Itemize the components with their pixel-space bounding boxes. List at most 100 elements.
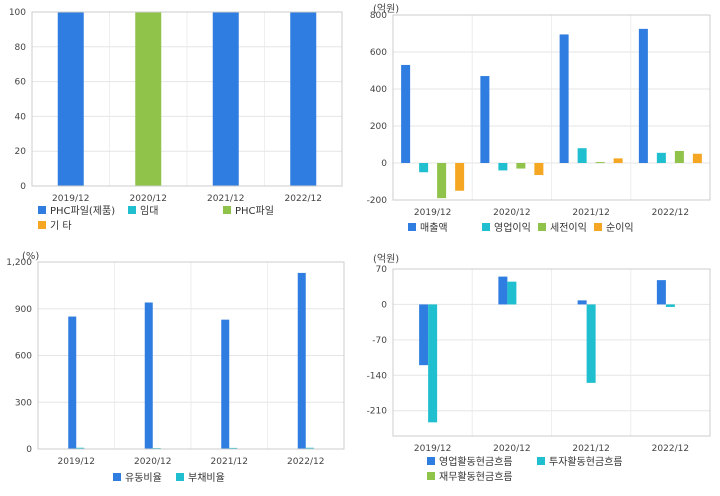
y-tick-label: 300 [15,398,32,408]
bar[interactable] [290,12,317,186]
legend-swatch [176,473,184,481]
y-tick-label: 0 [20,182,26,192]
chart-1: 0 20 40 60 80 100 2019/12 2020/12 2021/12 2022/12… [9,8,343,232]
bar[interactable] [559,34,569,163]
y-tick-label: -70 [372,336,387,346]
bar[interactable] [428,304,438,423]
y-tick-label: 80 [15,43,27,53]
bar[interactable] [498,276,508,305]
bar[interactable] [297,272,306,449]
y-tick-label: 70 [376,265,388,275]
bar[interactable] [613,158,623,163]
x-tick-label: 2021/12 [211,457,248,467]
bar[interactable] [692,153,702,163]
legend-label[interactable]: 임대 [140,204,158,217]
y-tick-label: 400 [370,85,387,95]
y-tick-label: 800 [370,11,387,21]
legend-label[interactable]: 매출액 [420,222,448,234]
bar[interactable] [221,319,230,449]
legend-label[interactable]: 영업활동현금흐름 [439,455,513,468]
unit-label: (억원) [373,3,399,15]
y-tick-label: 0 [381,159,387,169]
y-tick-label: -200 [367,196,388,206]
bar[interactable] [674,150,684,163]
bar[interactable] [229,447,238,449]
legend-swatch [38,206,46,214]
bar[interactable] [516,163,526,169]
bar[interactable] [665,304,675,307]
x-tick-label: 2021/12 [572,208,609,218]
bar[interactable] [507,281,517,305]
x-tick-label: 2019/12 [414,208,451,218]
bar[interactable] [577,300,587,305]
y-tick-label: -140 [367,371,388,381]
bar[interactable] [135,12,162,186]
bar[interactable] [419,304,429,366]
legend-label[interactable]: PHC파일 [235,205,274,217]
legend-label[interactable]: 재무활동현금흐름 [439,470,513,483]
legend-label[interactable]: 유동비율 [125,472,162,484]
unit-label: (억원) [373,253,399,265]
bar[interactable] [419,163,429,173]
bar[interactable] [57,12,84,186]
x-tick-label: 2020/12 [130,194,167,204]
bar[interactable] [586,304,596,383]
legend-swatch [594,223,602,231]
x-tick-label: 2020/12 [493,444,530,454]
unit-label: (%) [22,251,39,262]
bar[interactable] [305,447,314,449]
legend-swatch [128,206,136,214]
bar[interactable] [76,447,85,449]
chart-3: 0 300 600 900 1,200 2019/12 2020/12 2021/12 2022… [6,251,345,484]
y-tick-label: 1,200 [6,258,32,268]
x-tick-label: 2019/12 [52,194,89,204]
bar[interactable] [498,163,508,171]
bar[interactable] [68,316,77,449]
y-tick-label: 40 [15,112,27,122]
y-tick-label: 600 [370,48,387,58]
x-tick-label: 2022/12 [652,444,689,454]
plot-frame [37,261,345,450]
legend-swatch [408,223,416,231]
legend-label[interactable]: 기 타 [50,220,72,232]
y-tick-label: -210 [367,407,388,417]
bar[interactable] [480,76,490,163]
bar[interactable] [656,152,666,163]
bar[interactable] [144,302,153,449]
x-tick-label: 2019/12 [58,457,95,467]
x-tick-label: 2021/12 [207,194,244,204]
bar[interactable] [577,148,587,163]
legend-swatch [223,206,231,214]
legend-label[interactable]: 부채비율 [188,472,225,484]
plot-frame [392,268,711,437]
x-tick-label: 2021/12 [572,444,609,454]
plot-frame [31,11,343,187]
bar[interactable] [595,162,605,164]
bar[interactable] [455,163,465,191]
x-tick-label: 2022/12 [285,194,322,204]
x-tick-label: 2022/12 [287,457,324,467]
y-tick-label: 100 [9,8,26,18]
bar[interactable] [534,163,544,176]
legend-swatch [427,472,435,480]
bar[interactable] [437,163,447,199]
bar[interactable] [401,64,411,163]
legend-label[interactable]: 영업이익 [494,221,531,234]
legend-swatch [427,457,435,465]
y-tick-label: 900 [15,305,32,315]
y-tick-label: 200 [370,122,387,132]
legend-label[interactable]: 순이익 [606,222,634,234]
bar[interactable] [656,280,666,305]
legend-label[interactable]: 투자활동현금흐름 [549,455,623,468]
legend-label[interactable]: PHC파일(제품) [50,205,115,217]
legend-swatch [113,473,121,481]
x-tick-label: 2020/12 [493,208,530,218]
legend-swatch [538,223,546,231]
plot-frame [392,14,711,201]
legend-swatch [537,457,545,465]
bar[interactable] [638,28,648,163]
legend-label[interactable]: 세전이익 [550,222,587,234]
bar[interactable] [212,12,239,186]
chart-2: -200 0 200 400 600 800 2019/12 2020/12 2021/12 20… [367,3,711,234]
